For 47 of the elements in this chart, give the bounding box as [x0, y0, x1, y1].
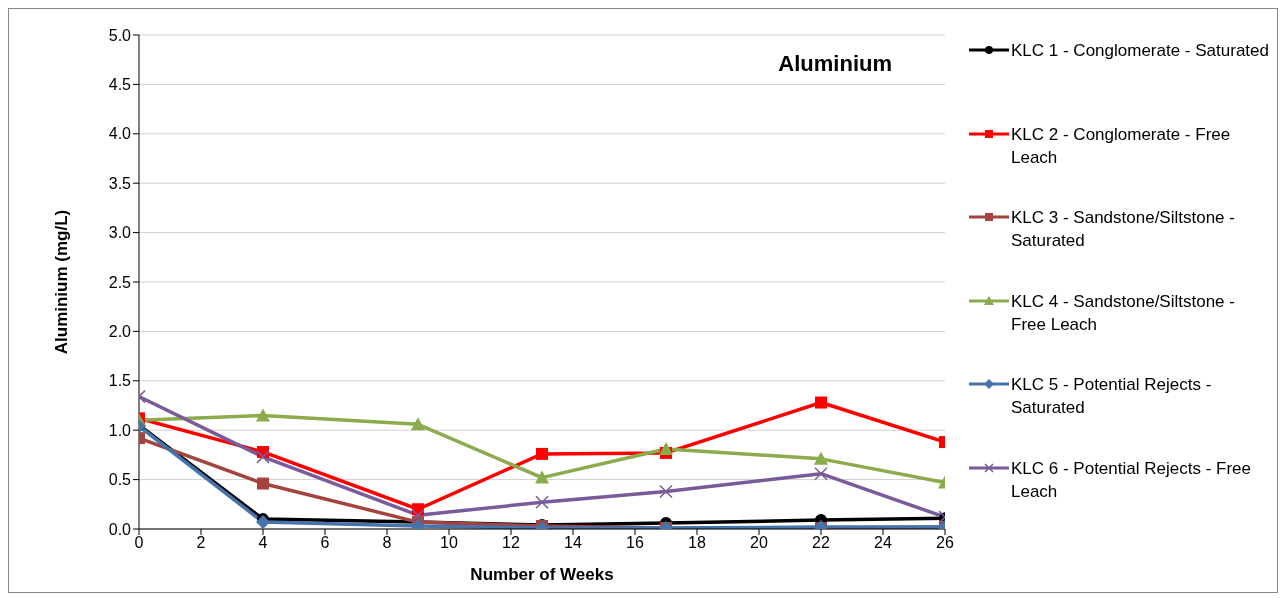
y-tick-label: 4.0 — [108, 125, 132, 143]
legend-label: KLC 4 - Sandstone/Siltstone - Free Leach — [1011, 290, 1236, 336]
y-tick-label: 1.0 — [108, 421, 132, 439]
x-tick-label: 26 — [936, 534, 954, 552]
point — [411, 508, 425, 522]
y-tick-label: 1.5 — [108, 372, 132, 390]
point — [659, 484, 673, 499]
point — [257, 477, 269, 490]
x-tick-label: 12 — [502, 534, 520, 552]
x-tick-label: 8 — [382, 534, 392, 552]
x-tick-label: 14 — [564, 534, 582, 552]
x-tick-label: 10 — [440, 534, 458, 552]
x-tick-label: 0 — [134, 534, 144, 552]
point — [814, 451, 828, 465]
x-tick-label: 24 — [874, 534, 892, 552]
text: Aluminium — [778, 51, 892, 77]
x-tick-label: 2 — [196, 534, 206, 552]
x-axis-title: Number of Weeks — [470, 565, 614, 584]
x-tick-label: 6 — [320, 534, 330, 552]
x-tick-label: 16 — [626, 534, 644, 552]
point — [815, 396, 827, 409]
legend-label: KLC 5 - Potential Rejects - Saturated — [1011, 374, 1213, 419]
y-axis-title: Aluminium (mg/L) — [52, 209, 72, 355]
point — [535, 495, 549, 510]
point — [256, 408, 270, 422]
x-tick-label: 20 — [750, 534, 768, 552]
x-tick-label: 18 — [688, 534, 706, 552]
y-tick-label: 2.5 — [108, 273, 132, 291]
legend-label: KLC 6 - Potential Rejects - Free Leach — [1011, 457, 1252, 503]
point — [256, 450, 270, 464]
y-tick-label: 4.5 — [108, 76, 132, 94]
point — [536, 447, 548, 460]
point — [659, 441, 673, 455]
legend-label: KLC 1 - Conglomerate - Saturated — [1011, 40, 1270, 62]
y-tick-label: 0.5 — [108, 471, 132, 489]
point — [411, 417, 425, 431]
point — [814, 466, 828, 481]
y-tick-label: 5.0 — [108, 26, 132, 44]
x-tick-label: 22 — [812, 534, 830, 552]
y-tick-label: 2.0 — [108, 323, 132, 341]
x-tick-label: 4 — [258, 534, 268, 552]
y-tick-label: 3.5 — [108, 174, 132, 192]
point — [535, 470, 549, 484]
y-tick-label: 3.0 — [108, 224, 132, 242]
legend-label: KLC 2 - Conglomerate - Free Leach — [1011, 123, 1232, 169]
legend-label: KLC 3 - Sandstone/Siltstone - Saturated — [1011, 207, 1236, 252]
y-tick-label: 0.0 — [108, 520, 132, 538]
